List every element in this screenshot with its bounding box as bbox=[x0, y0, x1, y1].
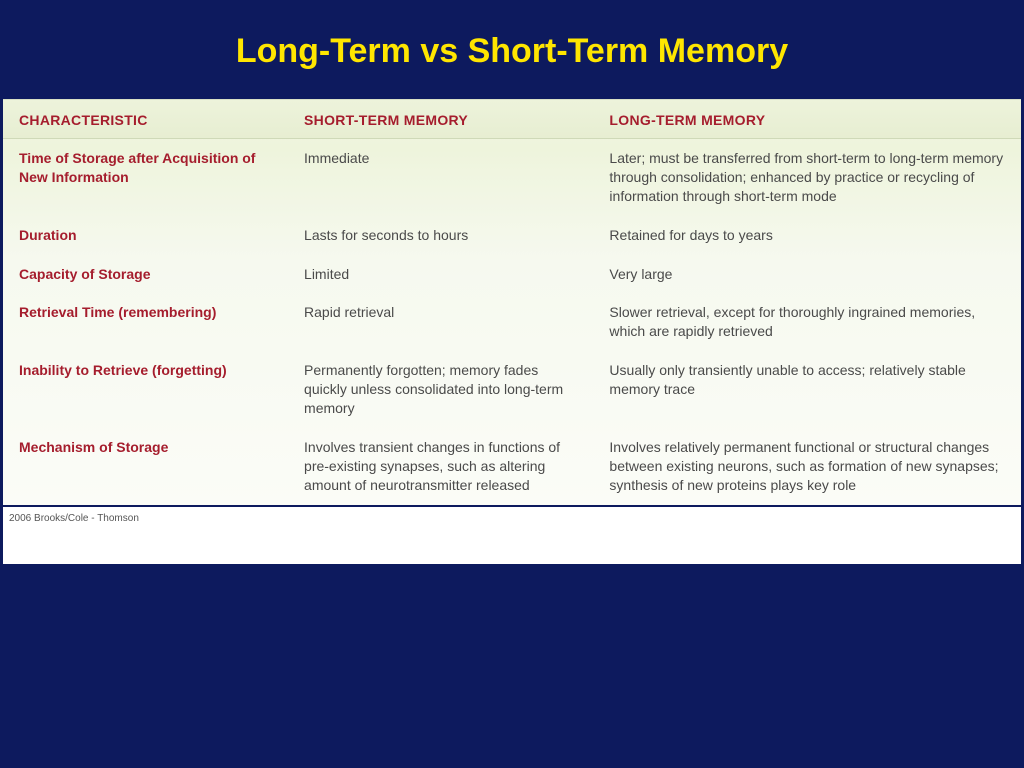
cell-short-term: Permanently forgotten; memory fades quic… bbox=[288, 351, 593, 428]
cell-long-term: Very large bbox=[593, 255, 1021, 294]
row-label: Mechanism of Storage bbox=[3, 428, 288, 505]
cell-long-term: Involves relatively permanent functional… bbox=[593, 428, 1021, 505]
table-header-row: CHARACTERISTIC SHORT-TERM MEMORY LONG-TE… bbox=[3, 100, 1021, 139]
slide-title: Long-Term vs Short-Term Memory bbox=[0, 0, 1024, 99]
row-label: Duration bbox=[3, 216, 288, 255]
row-label: Capacity of Storage bbox=[3, 255, 288, 294]
col-header-characteristic: CHARACTERISTIC bbox=[3, 100, 288, 139]
cell-short-term: Involves transient changes in functions … bbox=[288, 428, 593, 505]
table-body: Time of Storage after Acquisition of New… bbox=[3, 139, 1021, 505]
comparison-table: CHARACTERISTIC SHORT-TERM MEMORY LONG-TE… bbox=[3, 100, 1021, 505]
table-row: Time of Storage after Acquisition of New… bbox=[3, 139, 1021, 216]
table-row: Capacity of Storage Limited Very large bbox=[3, 255, 1021, 294]
cell-short-term: Lasts for seconds to hours bbox=[288, 216, 593, 255]
cell-long-term: Usually only transiently unable to acces… bbox=[593, 351, 1021, 428]
cell-long-term: Slower retrieval, except for thoroughly … bbox=[593, 293, 1021, 351]
table-row: Mechanism of Storage Involves transient … bbox=[3, 428, 1021, 505]
cell-short-term: Immediate bbox=[288, 139, 593, 216]
row-label: Time of Storage after Acquisition of New… bbox=[3, 139, 288, 216]
table-row: Duration Lasts for seconds to hours Reta… bbox=[3, 216, 1021, 255]
row-label: Retrieval Time (remembering) bbox=[3, 293, 288, 351]
col-header-long-term: LONG-TERM MEMORY bbox=[593, 100, 1021, 139]
copyright-footer: 2006 Brooks/Cole - Thomson bbox=[3, 507, 1021, 564]
table-row: Retrieval Time (remembering) Rapid retri… bbox=[3, 293, 1021, 351]
cell-short-term: Rapid retrieval bbox=[288, 293, 593, 351]
row-label: Inability to Retrieve (forgetting) bbox=[3, 351, 288, 428]
table-row: Inability to Retrieve (forgetting) Perma… bbox=[3, 351, 1021, 428]
comparison-table-container: CHARACTERISTIC SHORT-TERM MEMORY LONG-TE… bbox=[3, 99, 1021, 505]
col-header-short-term: SHORT-TERM MEMORY bbox=[288, 100, 593, 139]
cell-short-term: Limited bbox=[288, 255, 593, 294]
cell-long-term: Retained for days to years bbox=[593, 216, 1021, 255]
cell-long-term: Later; must be transferred from short-te… bbox=[593, 139, 1021, 216]
